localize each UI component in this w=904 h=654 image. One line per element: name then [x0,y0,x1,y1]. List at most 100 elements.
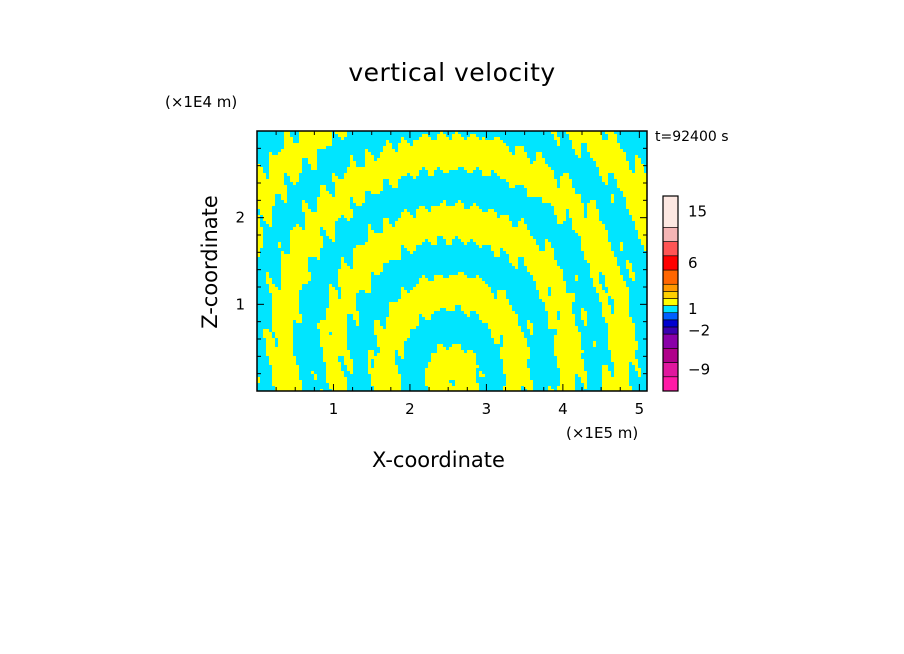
field-cell [569,173,600,177]
field-cell [605,131,615,135]
field-cell [299,224,306,228]
field-cell [320,188,327,192]
field-cell [545,245,552,249]
field-cell [290,236,324,240]
field-cell [602,176,609,180]
field-cell [332,134,339,138]
field-cell [515,149,525,153]
field-cell [266,341,276,345]
field-cell [638,341,647,345]
field-cell [272,308,300,312]
field-cell [257,230,264,234]
field-cell [533,380,561,384]
field-cell [302,287,330,291]
field-cell [551,293,576,297]
field-cell [428,365,480,369]
field-cell [257,353,267,357]
field-cell [605,317,633,321]
field-cell [422,134,429,138]
field-cell [257,143,285,147]
field-cell [578,155,582,159]
field-cell [302,170,348,174]
field-cell [587,317,606,321]
field-cell [419,314,423,318]
field-cell [308,158,318,162]
field-cell [269,173,285,177]
field-cell [548,290,552,294]
field-cell [617,179,647,183]
field-cell [338,134,348,138]
field-cell [500,356,531,360]
x-tick-label: 2 [405,400,415,418]
field-cell [257,377,261,381]
field-cell [293,329,321,333]
field-cell [299,374,315,378]
field-cell [368,233,531,237]
field-cell [257,185,288,189]
field-cell [524,185,558,189]
field-cell [470,311,477,315]
field-cell [629,272,636,276]
field-cell [635,353,647,357]
field-cell [365,149,369,153]
field-cell [641,374,647,378]
field-cell [533,383,561,387]
field-cell [257,194,276,198]
field-cell [635,164,645,168]
field-cell [500,215,510,219]
field-cell [389,140,402,144]
field-cell [629,293,647,297]
field-cell [272,311,300,315]
field-cell [443,344,453,348]
field-cell [431,209,483,213]
field-cell [572,179,603,183]
field-cell [296,356,324,360]
field-cell [476,242,537,246]
colorbar-label: 1 [688,300,698,318]
field-cell [287,173,300,177]
field-cell [386,317,420,321]
field-cell [500,353,531,357]
field-cell [272,374,300,378]
field-cell [563,278,576,282]
field-cell [599,293,630,297]
field-cell [602,287,609,291]
field-cell [563,269,591,273]
field-cell [341,266,351,270]
field-cell [257,335,264,339]
field-cell [500,251,507,255]
field-cell [575,275,579,279]
field-cell [290,176,300,180]
field-cell [413,287,492,291]
field-cell [506,377,531,381]
colorbar-frame [662,195,679,392]
field-cell [614,254,647,258]
field-cell [257,287,270,291]
field-cell [272,320,294,324]
field-cell [581,248,612,252]
field-cell [560,185,573,189]
field-cell [527,269,564,273]
field-cell [335,191,366,195]
field-cell [305,215,342,219]
field-cell [320,194,333,198]
field-cell [413,140,504,144]
field-cell [389,260,510,264]
field-cell [608,329,636,333]
field-cell [617,140,647,144]
field-cell [641,371,647,375]
field-cell [494,137,501,141]
field-cell [503,365,528,369]
field-cell [605,275,624,279]
field-cell [338,272,372,276]
field-cell [344,257,354,261]
field-cell [428,170,435,174]
field-cell [371,359,375,363]
field-cell [587,215,600,219]
field-cell [425,317,432,321]
colorbar-bin [662,283,679,292]
field-cell [353,359,369,363]
field-cell [572,305,603,309]
field-cell [317,323,348,327]
field-cell [506,290,540,294]
